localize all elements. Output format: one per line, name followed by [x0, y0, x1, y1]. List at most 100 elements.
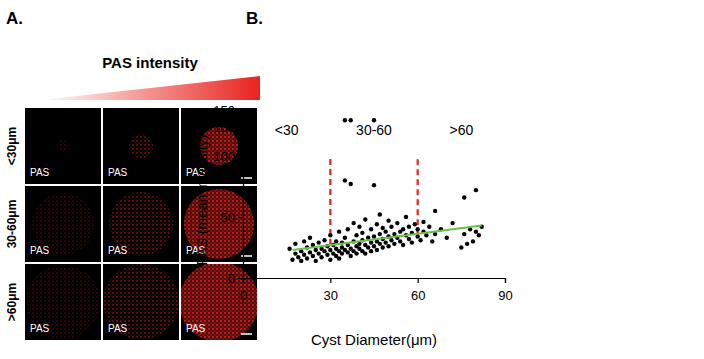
point: [471, 239, 475, 243]
micrograph-bg: [103, 108, 179, 184]
point: [293, 251, 297, 255]
axis-break: [237, 150, 249, 156]
tick-label: 150: [213, 103, 235, 118]
cell-label: PAS: [108, 323, 128, 334]
cell-label: PAS: [30, 245, 50, 256]
tick-mark: [238, 110, 243, 111]
point: [311, 254, 315, 258]
point: [410, 240, 414, 244]
point: [363, 251, 367, 255]
point: [407, 225, 411, 229]
point: [328, 258, 332, 262]
tick-label: 90: [498, 288, 512, 303]
point: [305, 256, 309, 260]
cyst: [181, 264, 257, 340]
point: [349, 254, 353, 258]
micrograph: [25, 264, 101, 340]
intensity-wedge: [40, 76, 260, 100]
point: [369, 240, 373, 244]
point: [459, 245, 463, 249]
point: [369, 227, 373, 231]
micrograph: [103, 264, 179, 340]
point: [337, 256, 341, 260]
point: [360, 231, 364, 235]
point: [343, 178, 347, 182]
point: [395, 221, 399, 225]
point: [381, 245, 385, 249]
micrograph: [103, 186, 179, 262]
row-label: <30μm: [5, 127, 19, 165]
point: [372, 118, 376, 122]
micrograph-bg: [103, 264, 179, 340]
point: [418, 238, 422, 242]
point: [477, 233, 481, 237]
point: [334, 239, 338, 243]
point: [372, 244, 376, 248]
scale-bar: [241, 255, 252, 257]
point: [363, 217, 367, 221]
micrograph-bg: [25, 108, 101, 184]
cell-label: PAS: [108, 167, 128, 178]
row-label: >60μm: [5, 283, 19, 321]
point: [386, 244, 390, 248]
point: [450, 221, 454, 225]
point: [430, 239, 434, 243]
trend-line: [292, 226, 481, 250]
point: [445, 236, 449, 240]
point: [308, 236, 312, 240]
point: [293, 242, 297, 246]
tick-mark: [330, 278, 331, 283]
point: [378, 232, 382, 236]
point: [325, 253, 329, 257]
tick: 100: [213, 149, 243, 164]
axis-line: [238, 157, 244, 279]
tick-label: 0: [228, 271, 235, 286]
point: [314, 259, 318, 263]
region-label: >60: [449, 122, 473, 138]
point: [343, 236, 347, 240]
point: [308, 250, 312, 254]
micrograph: [25, 186, 101, 262]
point: [349, 182, 353, 186]
point: [372, 234, 376, 238]
point: [349, 118, 353, 122]
point: [290, 258, 294, 262]
tick-mark: [418, 278, 419, 283]
tick: 30: [324, 278, 338, 303]
point: [404, 215, 408, 219]
axis: 0306090: [240, 278, 513, 303]
point: [302, 253, 306, 257]
tick: 50: [221, 210, 243, 225]
tick-mark: [238, 217, 243, 218]
tick-mark: [238, 156, 243, 157]
micrograph: [103, 108, 179, 184]
tick: 0: [240, 278, 247, 303]
divider-line: [329, 156, 331, 245]
point: [413, 222, 417, 226]
point: [354, 233, 358, 237]
cyst: [129, 134, 153, 158]
region-label: 30-60: [356, 122, 392, 138]
point: [433, 209, 437, 213]
micrograph: [181, 186, 257, 262]
tick-label: 100: [213, 120, 235, 135]
axis: 0 50 100: [213, 149, 243, 286]
tick-mark: [238, 278, 243, 279]
point: [354, 251, 358, 255]
cell-label: PAS: [30, 323, 50, 334]
point: [398, 239, 402, 243]
axis-line: [244, 279, 506, 284]
axis: 100150: [213, 103, 243, 135]
point: [381, 226, 385, 230]
tick-mark: [505, 278, 506, 283]
micrograph-bg: [181, 186, 257, 262]
plot-upper: [343, 118, 377, 122]
point: [401, 243, 405, 247]
tick-label: 30: [324, 288, 338, 303]
cyst: [57, 140, 69, 152]
point: [316, 240, 320, 244]
micrograph: [181, 108, 257, 184]
point: [287, 247, 291, 251]
cyst: [26, 265, 100, 339]
axis-line: [238, 111, 244, 128]
